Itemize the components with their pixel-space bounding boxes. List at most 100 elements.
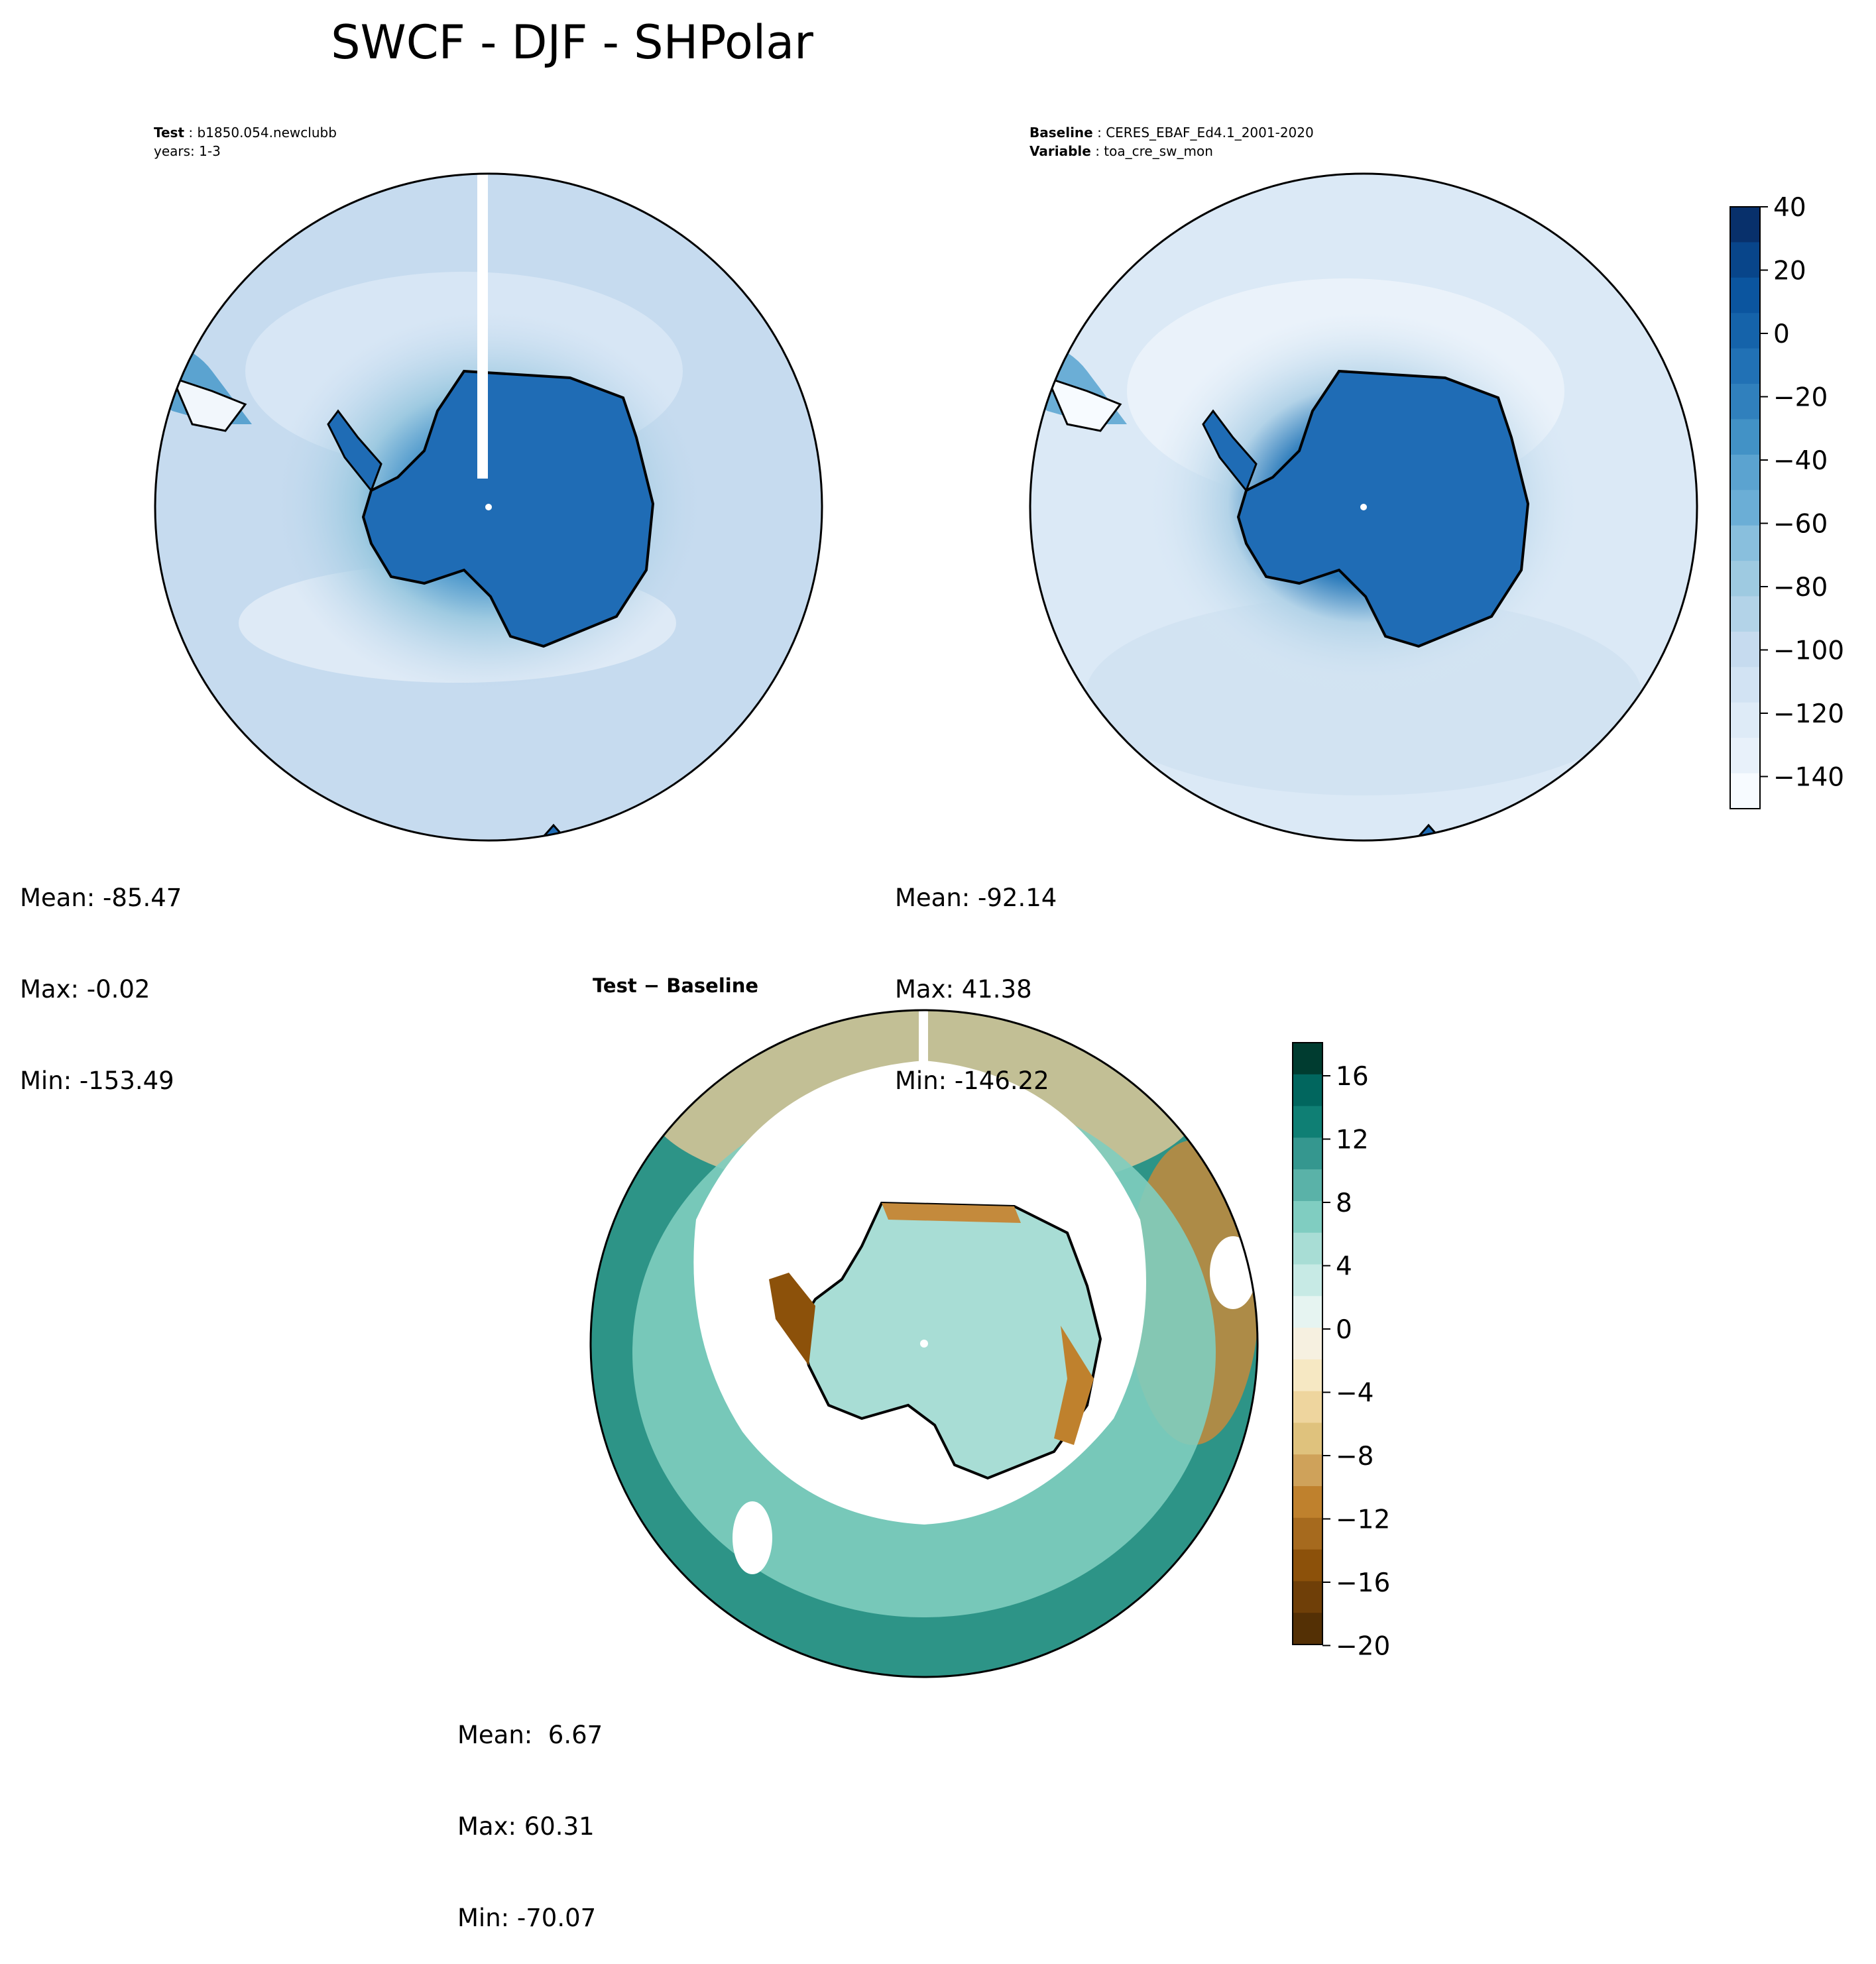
diff-east-coast-brown [1054, 1326, 1094, 1445]
main-colorbar-tick-label: 40 [1773, 193, 1806, 223]
diff-colorbar-color-step [1293, 1264, 1322, 1297]
baseline-label-value: CERES_EBAF_Ed4.1_2001-2020 [1106, 125, 1314, 141]
diff-colorbar-color-step [1293, 1232, 1322, 1265]
diff-colorbar-color-step [1293, 1074, 1322, 1107]
main-colorbar-tick-label: −80 [1773, 573, 1828, 603]
diff-min: Min: -70.07 [457, 1904, 597, 1932]
diff-colorbar-tick-label: −16 [1336, 1568, 1390, 1598]
diff-colorbar-color-step [1293, 1106, 1322, 1138]
baseline-mean: Mean: -92.14 [895, 884, 1057, 912]
diff-colorbar-tick-label: −20 [1336, 1632, 1390, 1662]
baseline-tierra-del-fuego [1045, 376, 1122, 432]
main-colorbar: 40 20 0 −20 −40 −60 −80 −100 −120 −140 [1729, 193, 1844, 809]
baseline-stats: Mean: -92.14 Max: 41.38 Min: -146.22 [895, 822, 1057, 1127]
main-colorbar-color-step [1730, 384, 1760, 420]
baseline-label: Baseline : CERES_EBAF_Ed4.1_2001-2020 [1029, 125, 1314, 141]
diff-colorbar-color-step [1293, 1581, 1322, 1613]
baseline-label-key: Baseline [1029, 125, 1093, 141]
test-stats: Mean: -85.47 Max: -0.02 Min: -153.49 [20, 822, 182, 1127]
diff-colorbar-border [1292, 1042, 1323, 1645]
baseline-max: Max: 41.38 [895, 975, 1032, 1004]
diff-colorbar-color-step [1293, 1200, 1322, 1234]
diff-colorbar-tick-label: −4 [1336, 1379, 1374, 1409]
baseline-variable-value: toa_cre_sw_mon [1104, 143, 1213, 159]
test-map-border [154, 172, 823, 842]
diff-max: Max: 60.31 [457, 1812, 595, 1841]
test-antarctica [361, 369, 655, 648]
main-colorbar-color-step [1730, 596, 1760, 632]
diff-colorbar-tick-label: 0 [1336, 1315, 1352, 1345]
diff-stats: Mean: 6.67 Max: 60.31 Min: -70.07 [457, 1659, 603, 1964]
diff-white-blob-1 [733, 1501, 772, 1574]
diff-colorbar-color-step [1293, 1043, 1322, 1075]
main-colorbar-tick-label: 0 [1773, 319, 1790, 349]
diff-colorbar: 16 12 8 4 0 −4 −8 −12 −16 −20 [1292, 1042, 1390, 1662]
test-label-key: Test [154, 125, 185, 141]
main-colorbar-tick-label: −140 [1773, 763, 1844, 793]
test-tierra-del-fuego [170, 376, 247, 432]
diff-colorbar-tick-label: 16 [1336, 1062, 1369, 1092]
baseline-map [1030, 174, 1697, 840]
test-seam [477, 174, 488, 479]
diff-colorbar-color-step [1293, 1613, 1322, 1645]
diff-colorbar-tick-label: −12 [1336, 1505, 1390, 1535]
main-colorbar-tick-label: −60 [1773, 510, 1828, 540]
figure-title: SWCF - DJF - SHPolar [331, 15, 813, 70]
main-colorbar-tick-label: 20 [1773, 257, 1806, 286]
diff-colorbar-tick-label: −8 [1336, 1442, 1374, 1472]
main-colorbar-color-step [1730, 207, 1760, 243]
baseline-map-border [1029, 172, 1698, 842]
baseline-antarctica [1236, 369, 1530, 648]
main-colorbar-color-step [1730, 525, 1760, 561]
diff-colorbar-color-step [1293, 1328, 1322, 1360]
test-min: Min: -153.49 [20, 1067, 174, 1095]
main-colorbar-color-step [1730, 667, 1760, 703]
main-colorbar-tick-label: −40 [1773, 446, 1828, 476]
diff-map-border [589, 1009, 1259, 1678]
diff-coast-brown [882, 1203, 1021, 1223]
baseline-peninsula [1202, 409, 1258, 492]
main-colorbar-color-step [1730, 561, 1760, 597]
test-pole-dot [485, 504, 492, 510]
diff-colorbar-color-step [1293, 1486, 1322, 1519]
diff-colorbar-tick-label: 8 [1336, 1188, 1352, 1218]
diff-antarctica [797, 1201, 1102, 1480]
diff-colorbar-color-step [1293, 1169, 1322, 1202]
diff-colorbar-tick-label: 12 [1336, 1126, 1369, 1155]
test-years: years: 1-3 [154, 143, 221, 159]
baseline-min: Min: -146.22 [895, 1067, 1049, 1095]
diff-colorbar-color-step [1293, 1137, 1322, 1170]
diff-pole-dot [920, 1340, 928, 1348]
diff-colorbar-color-step [1293, 1422, 1322, 1455]
diff-colorbar-tick-label: 4 [1336, 1252, 1352, 1282]
test-label: Test : b1850.054.newclubb [154, 125, 337, 141]
diff-colorbar-color-step [1293, 1359, 1322, 1392]
diff-colorbar-color-step [1293, 1454, 1322, 1487]
baseline-variable: Variable : toa_cre_sw_mon [1029, 143, 1213, 159]
main-colorbar-color-step [1730, 348, 1760, 384]
main-colorbar-color-step [1730, 454, 1760, 491]
main-colorbar-color-step [1730, 419, 1760, 455]
main-colorbar-color-step [1730, 277, 1760, 314]
main-colorbar-tick-label: −120 [1773, 699, 1844, 729]
main-colorbar-color-step [1730, 738, 1760, 774]
main-colorbar-border [1729, 206, 1761, 809]
main-colorbar-color-step [1730, 313, 1760, 349]
diff-colorbar-color-step [1293, 1549, 1322, 1582]
test-mean: Mean: -85.47 [20, 884, 182, 912]
test-label-value: b1850.054.newclubb [197, 125, 337, 141]
main-colorbar-color-step [1730, 490, 1760, 526]
test-max: Max: -0.02 [20, 975, 150, 1004]
diff-label: Test − Baseline [593, 974, 759, 997]
main-colorbar-color-step [1730, 702, 1760, 738]
diff-mean: Mean: 6.67 [457, 1721, 603, 1749]
main-colorbar-tick-label: −20 [1773, 383, 1828, 413]
main-colorbar-color-step [1730, 773, 1760, 809]
baseline-variable-key: Variable [1029, 143, 1091, 159]
main-colorbar-tick-label: −100 [1773, 636, 1844, 666]
diff-colorbar-color-step [1293, 1391, 1322, 1424]
main-colorbar-color-step [1730, 242, 1760, 278]
diff-map [591, 1010, 1258, 1677]
diff-colorbar-color-step [1293, 1296, 1322, 1328]
